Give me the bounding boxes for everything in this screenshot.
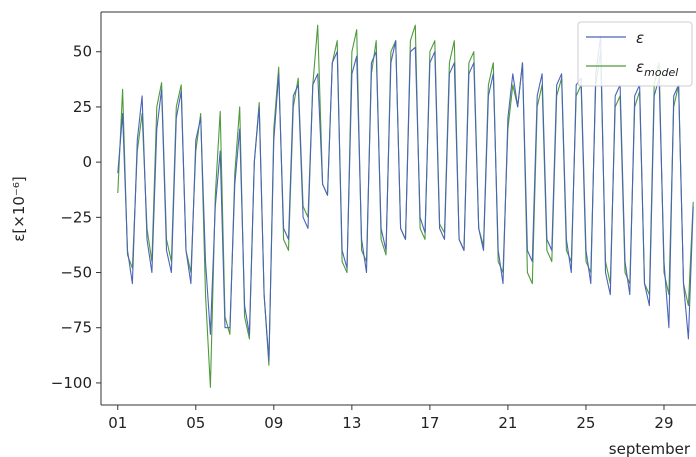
y-tick-label: −100 [51, 374, 92, 392]
legend-label-epsilon-model-sub: model [644, 66, 678, 79]
legend-label-epsilon-model: εmodel [636, 58, 678, 79]
y-tick-label: 0 [82, 153, 92, 171]
x-tick-label: 13 [342, 414, 361, 432]
x-tick-label: 29 [654, 414, 673, 432]
axes-frame [100, 11, 696, 406]
x-tick-label: 17 [420, 414, 439, 432]
y-tick-label: −25 [60, 208, 92, 226]
x-tick-label: 25 [576, 414, 595, 432]
chart-legend: ε εmodel [577, 21, 693, 87]
legend-label-epsilon: ε [636, 29, 644, 47]
x-axis-ticks: 01050913172125290 [108, 405, 674, 432]
y-tick-label: −50 [60, 264, 92, 282]
legend-box [577, 21, 693, 87]
y-axis-label: ε[×10⁻⁶] [10, 176, 28, 241]
x-axis-label: september [609, 440, 691, 457]
y-axis-ticks: 50 25 0 −25 −50 −75 −100 [51, 43, 101, 392]
y-tick-label: 25 [73, 98, 92, 116]
legend-label-epsilon-model-main: ε [636, 58, 644, 76]
y-tick-label: −75 [60, 319, 92, 337]
x-tick-label: 05 [186, 414, 205, 432]
y-tick-label: 50 [73, 43, 92, 61]
x-tick-label: 01 [108, 414, 127, 432]
x-tick-label: 21 [498, 414, 517, 432]
x-tick-label: 09 [264, 414, 283, 432]
